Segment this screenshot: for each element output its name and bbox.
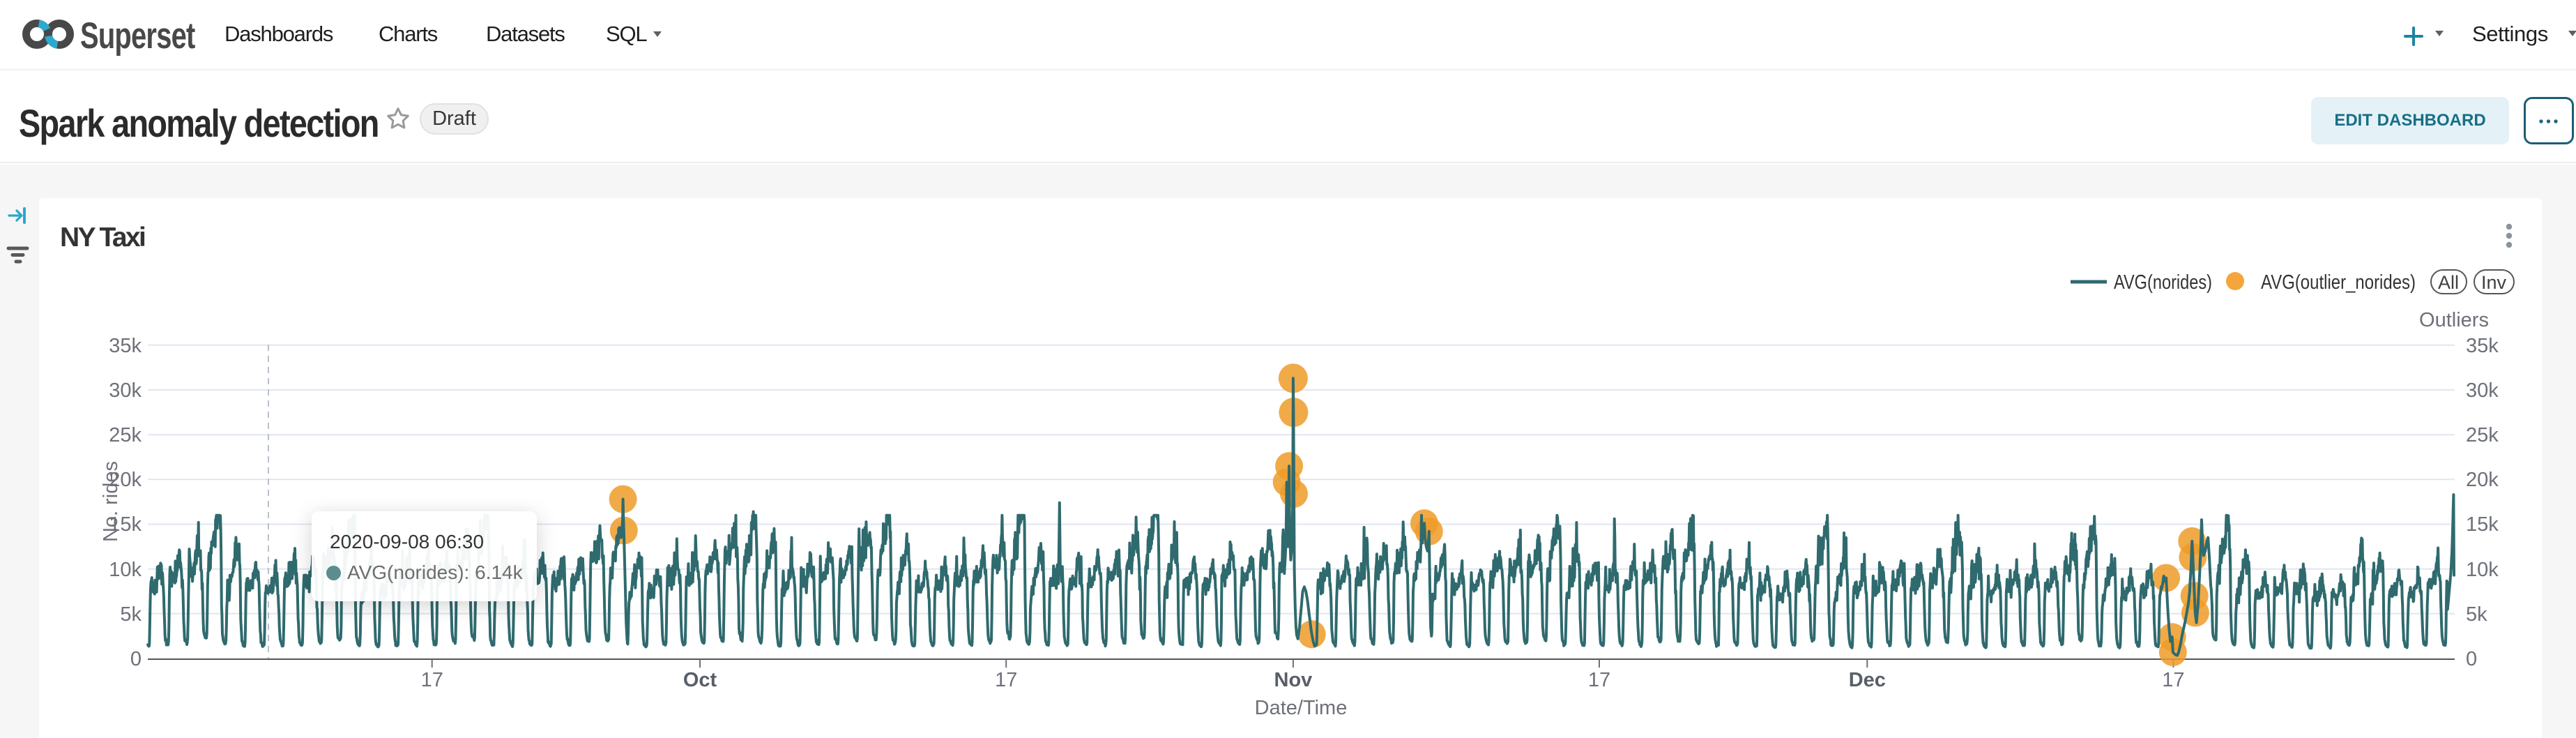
svg-text:15k: 15k: [2466, 513, 2499, 536]
svg-text:Oct: Oct: [683, 669, 717, 691]
svg-text:No. rides: No. rides: [100, 461, 122, 542]
svg-text:20k: 20k: [2466, 469, 2499, 491]
svg-text:10k: 10k: [109, 559, 142, 581]
svg-text:15k: 15k: [109, 513, 142, 536]
svg-text:35k: 35k: [109, 335, 142, 357]
svg-text:5k: 5k: [2466, 603, 2487, 626]
svg-text:20k: 20k: [109, 469, 142, 491]
svg-text:17: 17: [421, 669, 443, 691]
svg-text:5k: 5k: [120, 603, 142, 626]
svg-text:25k: 25k: [109, 424, 142, 446]
svg-text:30k: 30k: [2466, 379, 2499, 402]
svg-text:Date/Time: Date/Time: [1255, 697, 1348, 719]
svg-text:All: All: [2438, 272, 2459, 293]
svg-text:Dec: Dec: [1849, 669, 1886, 691]
svg-text:Nov: Nov: [1274, 669, 1313, 691]
svg-text:17: 17: [995, 669, 1017, 691]
svg-text:Inv: Inv: [2481, 272, 2507, 293]
svg-text:0: 0: [130, 648, 142, 670]
svg-text:AVG(outlier_norides): AVG(outlier_norides): [2261, 271, 2416, 294]
svg-text:0: 0: [2466, 648, 2477, 670]
svg-text:17: 17: [2162, 669, 2184, 691]
svg-text:Outliers: Outliers: [2419, 309, 2489, 331]
svg-text:35k: 35k: [2466, 335, 2499, 357]
svg-text:AVG(norides): AVG(norides): [2114, 271, 2212, 294]
svg-text:17: 17: [1588, 669, 1610, 691]
svg-text:30k: 30k: [109, 379, 142, 402]
svg-text:25k: 25k: [2466, 424, 2499, 446]
svg-text:10k: 10k: [2466, 559, 2499, 581]
